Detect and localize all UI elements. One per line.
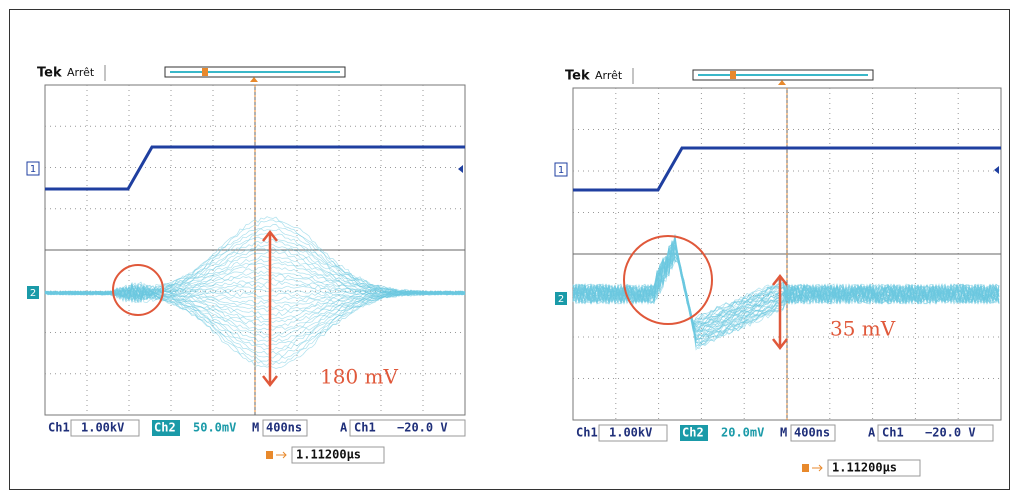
ch2-marker: 2 bbox=[30, 288, 36, 299]
status-timebase: 400ns bbox=[266, 421, 302, 435]
status-time-prefix: M bbox=[780, 426, 787, 440]
ch1-marker: 1 bbox=[558, 165, 564, 176]
status-ch2: Ch2 bbox=[154, 421, 176, 435]
status-ch1-scale: 1.00kV bbox=[609, 426, 652, 440]
trigger-position: 1.11200µs bbox=[296, 448, 361, 462]
status-trigger-source: Ch1 bbox=[354, 421, 376, 435]
ch2-marker: 2 bbox=[558, 294, 564, 305]
status-trigger-mode: A bbox=[340, 421, 348, 435]
amplitude-label: 180 mV bbox=[320, 365, 398, 389]
state: Arrêt bbox=[595, 69, 623, 82]
trigger-icon bbox=[730, 71, 736, 79]
ch1-marker: 1 bbox=[30, 164, 36, 175]
status-ch1: Ch1 bbox=[48, 421, 70, 435]
status-ch2: Ch2 bbox=[682, 426, 704, 440]
screenshot: Tek Arrêt 1 2 180 mV Ch1 1.00kV Ch2 50.0mV M 400ns… bbox=[0, 0, 1013, 497]
status-time-prefix: M bbox=[252, 421, 259, 435]
amplitude-label: 35 mV bbox=[830, 317, 896, 341]
trigger-pos-icon bbox=[802, 464, 809, 472]
brand: Tek bbox=[565, 69, 590, 84]
status-ch1-scale: 1.00kV bbox=[81, 421, 124, 435]
trigger-icon bbox=[202, 68, 208, 76]
state: Arrêt bbox=[67, 66, 95, 79]
status-timebase: 400ns bbox=[794, 426, 830, 440]
status-trigger-source: Ch1 bbox=[882, 426, 904, 440]
trigger-pos-icon bbox=[266, 451, 273, 459]
status-trigger-mode: A bbox=[868, 426, 876, 440]
brand: Tek bbox=[37, 66, 62, 81]
status-trigger-level: −20.0 V bbox=[397, 421, 448, 435]
status-ch1: Ch1 bbox=[576, 426, 598, 440]
status-ch2-scale: 20.0mV bbox=[721, 426, 764, 440]
status-ch2-scale: 50.0mV bbox=[193, 421, 236, 435]
status-trigger-level: −20.0 V bbox=[925, 426, 976, 440]
trigger-position: 1.11200µs bbox=[832, 461, 897, 475]
